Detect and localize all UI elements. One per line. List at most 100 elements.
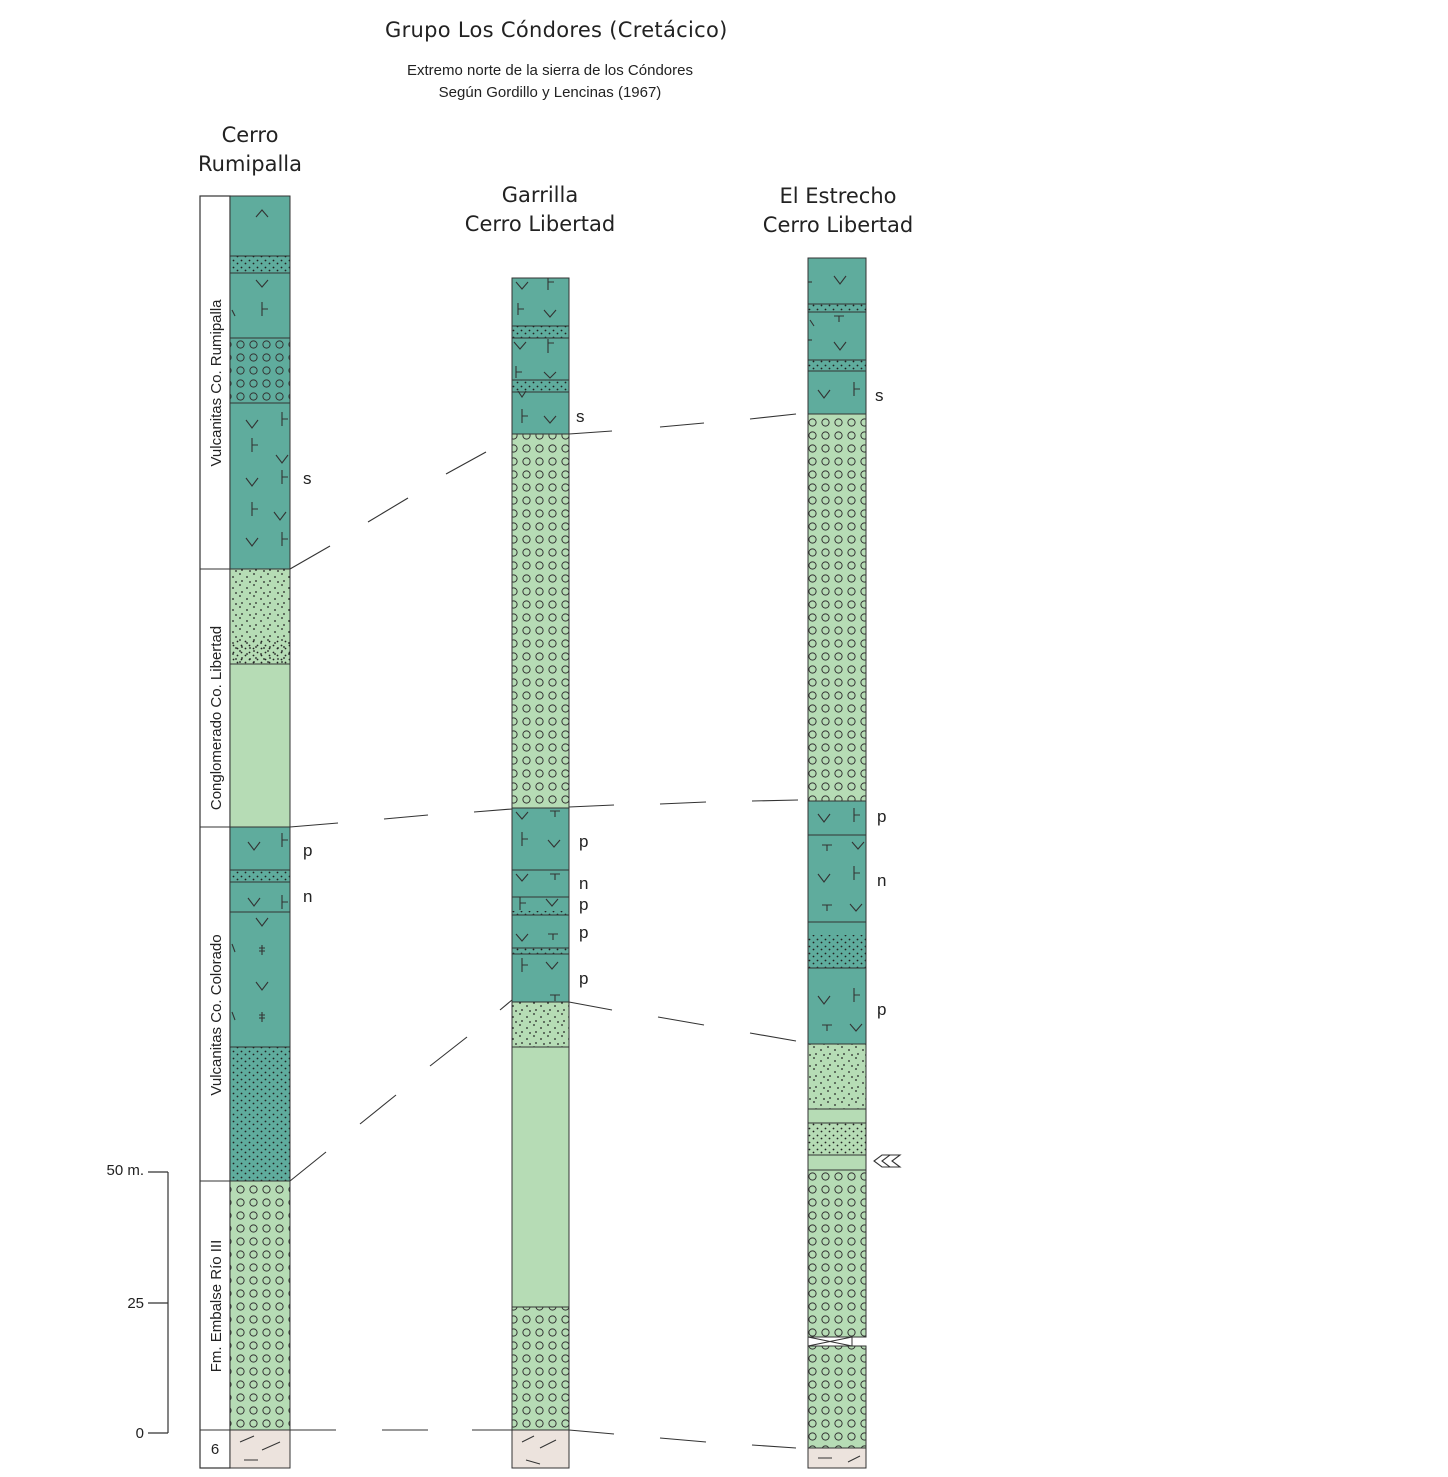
subtitle-line-1: Extremo norte de la sierra de los Cóndor… [407, 62, 693, 79]
claystone-bed [807, 1154, 867, 1171]
bed-label-s: s [576, 407, 585, 426]
scale-label-25: 25 [127, 1295, 144, 1312]
correlation-line [289, 545, 331, 570]
tuff-pattern [808, 304, 866, 312]
volcanic-bed [229, 402, 291, 570]
formation-label-basement: 6 [211, 1441, 219, 1458]
page-title: Grupo Los Cóndores (Cretácico) [385, 18, 728, 42]
volcanic-bed [807, 800, 867, 836]
basement-symbols [818, 1455, 861, 1463]
bed-label-p: p [877, 807, 886, 826]
column-garrilla: s p n p p p [511, 277, 588, 1469]
volcanic-bed [511, 391, 570, 435]
basement-symbols [239, 1435, 281, 1461]
conglomerate-pattern [808, 414, 866, 801]
volcanic-bed [229, 272, 291, 339]
correlation-line [568, 1001, 613, 1011]
tuff-pattern [512, 948, 569, 954]
bed-label-p: p [579, 895, 588, 914]
column-title-line1: El Estrecho [779, 184, 897, 208]
column-title-estrecho: El Estrecho Cerro Libertad [733, 182, 943, 240]
covered-interval-cross [807, 1336, 853, 1347]
correlation-lines [289, 413, 799, 1449]
correlation-line [659, 1437, 707, 1443]
formation-label-libertad: Conglomerado Co. Libertad [208, 626, 225, 810]
bed-label-s: s [303, 469, 312, 488]
volcanic-bed [511, 337, 570, 381]
column-rumipalla: Vulcanitas Co. Rumipalla Conglomerado Co… [199, 195, 312, 1469]
tuff-pattern [808, 360, 866, 371]
bed-label-p: p [877, 1000, 886, 1019]
claystone-bed [807, 1108, 867, 1124]
column-title-garrilla: Garrilla Cerro Libertad [440, 181, 640, 239]
conglomerate-pattern [230, 1181, 290, 1430]
column-title-rumipalla: Cerro Rumipalla [150, 121, 350, 179]
conglomerate-pattern [512, 1307, 569, 1430]
correlation-line [367, 497, 409, 523]
scale-label-0: 0 [136, 1425, 144, 1442]
fossil-symbol-icon [873, 1154, 902, 1168]
correlation-line [289, 822, 339, 828]
column-title-line1: Cerro [221, 123, 279, 147]
conglomerate-pattern [512, 434, 569, 808]
bed-label-s: s [875, 386, 884, 405]
volcanic-bed [807, 257, 867, 305]
sandstone-pattern-dense [230, 640, 290, 664]
volcanic-symbols [513, 278, 561, 1001]
correlation-line [359, 1094, 397, 1125]
volcanic-bed [229, 195, 291, 257]
volcanic-bed [511, 953, 570, 1003]
basement-bed [807, 1447, 867, 1469]
bed-label-p: p [579, 923, 588, 942]
sandstone-pattern-dense [808, 1123, 866, 1155]
correlation-line [568, 1429, 615, 1435]
correlation-line [429, 1036, 468, 1067]
volcanic-symbols [808, 275, 865, 1032]
correlation-line [749, 413, 797, 420]
bed-label-p: p [579, 832, 588, 851]
volcanic-symbols [231, 209, 289, 1022]
conglomerate-pattern [230, 338, 290, 403]
claystone-bed [511, 1046, 570, 1308]
basement-bed [229, 1429, 291, 1469]
bed-label-n: n [303, 887, 312, 906]
correlation-line [289, 1151, 327, 1182]
correlation-line [445, 451, 487, 475]
basement-bed [511, 1429, 570, 1469]
sandstone-pattern [808, 1044, 866, 1109]
claystone-bed [229, 663, 291, 828]
formation-label-colorado: Vulcanitas Co. Colorado [208, 934, 225, 1095]
basement-symbols [521, 1435, 557, 1465]
bed-label-n: n [877, 871, 886, 890]
scale-bar: 50 m. 25 0 [106, 1162, 169, 1442]
scale-label-50: 50 m. [106, 1162, 144, 1179]
bed-label-n: n [579, 874, 588, 893]
volcanic-bed [511, 869, 570, 898]
volcanic-bed [807, 967, 867, 1045]
column-title-line2: Rumipalla [198, 152, 302, 176]
page-subtitle: Extremo norte de la sierra de los Cóndor… [380, 60, 720, 104]
volcanic-bed [807, 311, 867, 361]
sandstone-pattern [512, 1002, 569, 1047]
tuff-pattern [230, 1047, 290, 1181]
conglomerate-pattern [808, 1346, 866, 1448]
column-title-line2: Cerro Libertad [762, 213, 914, 237]
bed-label-p: p [303, 841, 312, 860]
correlation-line [659, 801, 707, 805]
column-estrecho: s p n p [807, 257, 902, 1469]
correlation-line [751, 799, 799, 802]
correlation-line [749, 1032, 797, 1042]
conglomerate-pattern [808, 1170, 866, 1337]
correlation-line [383, 814, 429, 820]
bed-label-p: p [579, 969, 588, 988]
formation-strip [199, 195, 231, 1469]
volcanic-bed [229, 826, 291, 871]
correlation-line [657, 1016, 705, 1026]
volcanic-bed [807, 370, 867, 415]
tuff-pattern [512, 911, 569, 916]
volcanic-bed [511, 277, 570, 327]
volcanic-bed [229, 881, 291, 913]
correlation-line [499, 999, 513, 1011]
tuff-pattern [230, 256, 290, 273]
